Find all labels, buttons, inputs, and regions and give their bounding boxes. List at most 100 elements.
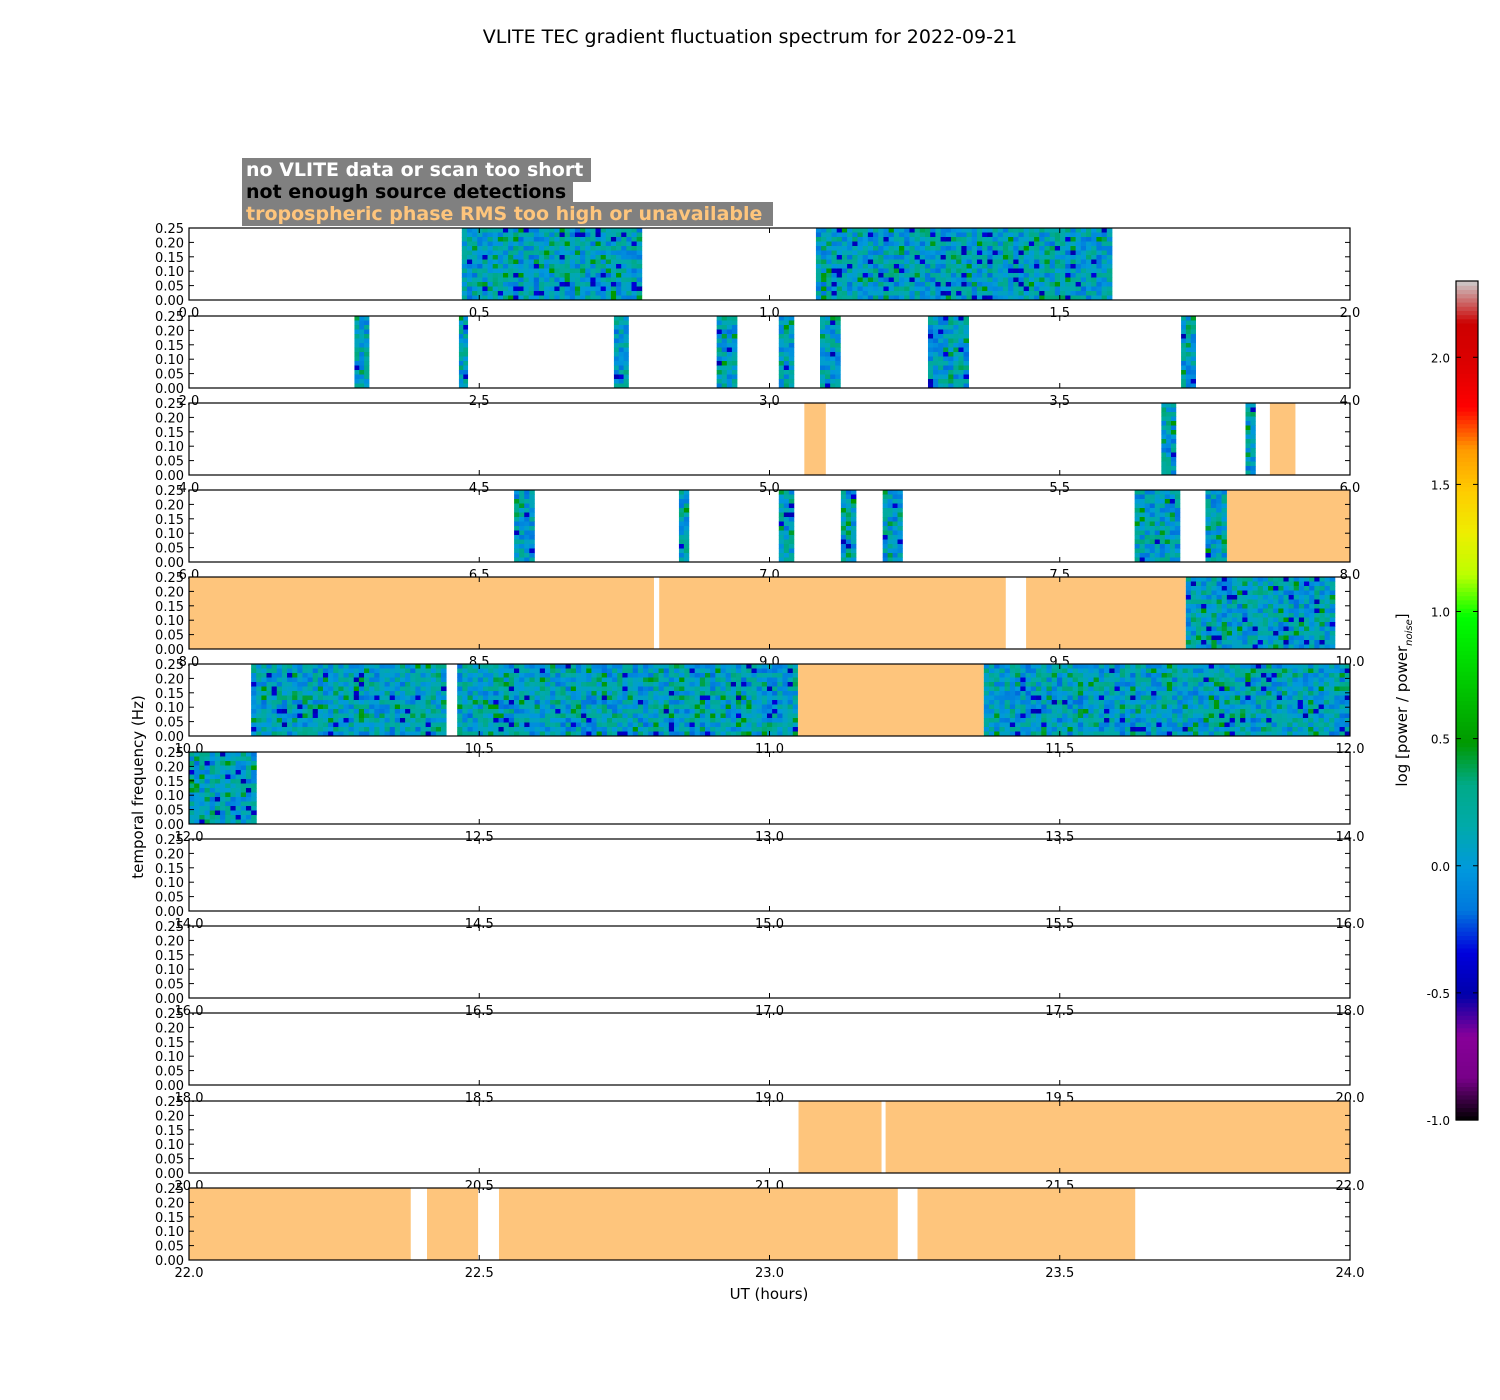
y-tick-label: 0.25 <box>155 222 184 237</box>
y-tick-label: 0.05 <box>155 1153 184 1168</box>
spectrum-block <box>1205 490 1228 563</box>
y-tick-label: 0.15 <box>155 775 184 790</box>
trop-flag-block <box>1226 490 1350 562</box>
y-tick-label: 0.15 <box>155 949 184 964</box>
spectrum-block <box>458 316 469 389</box>
trop-flag-block <box>1026 577 1186 649</box>
y-tick-label: 0.05 <box>155 891 184 906</box>
x-tick-label: 3.0 <box>759 394 780 409</box>
spectrum-block <box>778 490 795 563</box>
x-tick-label: 17.0 <box>755 1004 784 1019</box>
trop-flag-block <box>804 403 826 475</box>
y-tick-label: 0.25 <box>155 746 184 761</box>
x-tick-label: 16.0 <box>1336 917 1365 932</box>
x-tick-label: 2.0 <box>179 394 200 409</box>
y-tick-label: 0.20 <box>155 1196 184 1211</box>
spectrum-block <box>457 664 799 737</box>
x-tick-label: 3.5 <box>1049 394 1070 409</box>
colorbar-tick-label: -1.0 <box>1427 1114 1450 1128</box>
colorbar-frame <box>1455 280 1479 1121</box>
y-tick-label: 0.05 <box>155 368 184 383</box>
spectrum-block <box>461 228 643 301</box>
colorbar-tick-label: 1.5 <box>1431 478 1450 492</box>
y-tick-label: 0.15 <box>155 1036 184 1051</box>
panel-frame <box>188 838 1351 912</box>
y-tick-label: 0.10 <box>155 1225 184 1240</box>
x-axis-label: UT (hours) <box>730 1285 809 1303</box>
y-tick-label: 0.15 <box>155 1211 184 1226</box>
y-tick-label: 0.00 <box>155 1079 184 1094</box>
legend-label: tropospheric phase RMS too high or unava… <box>246 203 762 225</box>
y-tick-label: 0.25 <box>155 571 184 586</box>
spectrum-block <box>778 316 795 389</box>
y-tick-label: 0.00 <box>155 1167 184 1182</box>
y-tick-label: 0.20 <box>155 672 184 687</box>
spectrum-block <box>1161 403 1177 476</box>
y-tick-label: 0.25 <box>155 833 184 848</box>
y-tick-label: 0.15 <box>155 687 184 702</box>
trop-flag-block <box>498 1188 898 1260</box>
x-tick-label: 17.5 <box>1045 1004 1074 1019</box>
y-tick-label: 0.05 <box>155 280 184 295</box>
y-tick-label: 0.15 <box>155 251 184 266</box>
x-tick-label: 18.0 <box>175 1091 204 1106</box>
x-tick-label: 12.0 <box>1336 742 1365 757</box>
trop-flag-block <box>659 577 1006 649</box>
colorbar-tick-label: 0.0 <box>1431 860 1450 874</box>
y-tick-label: 0.05 <box>155 455 184 470</box>
spectrum-block <box>815 228 1113 301</box>
x-tick-label: 22.0 <box>175 1266 204 1281</box>
x-tick-label: 2.5 <box>469 394 490 409</box>
colorbar: -1.0 -0.5 0.0 0.5 1.0 1.5 2.0 log [power / powe… <box>1393 280 1479 1128</box>
panel-frame <box>188 751 1351 825</box>
y-tick-label: 0.00 <box>155 1254 184 1269</box>
y-tick-label: 0.15 <box>155 426 184 441</box>
x-tick-label: 13.5 <box>1045 830 1074 845</box>
y-tick-label: 0.20 <box>155 411 184 426</box>
colorbar-tick-label: 1.0 <box>1431 606 1450 620</box>
panel-frame <box>188 227 1351 301</box>
spectrum-block <box>840 490 857 563</box>
trop-flag-block <box>885 1101 1350 1173</box>
spectrum-block <box>514 490 535 563</box>
y-tick-label: 0.05 <box>155 716 184 731</box>
spectrum-panels: 0.000.050.100.150.200.250.0 0.5 1.0 1.5 2.00… <box>155 222 1364 1281</box>
y-tick-label: 0.10 <box>155 789 184 804</box>
spectrum-block <box>354 316 370 389</box>
y-tick-label: 0.00 <box>155 469 184 484</box>
y-tick-label: 0.20 <box>155 236 184 251</box>
x-tick-label: 11.0 <box>755 742 784 757</box>
y-tick-label: 0.10 <box>155 701 184 716</box>
y-tick-label: 0.10 <box>155 440 184 455</box>
colorbar-tick-label: 0.5 <box>1431 733 1450 747</box>
spectrum-panel: 0.000.050.100.150.200.256.0 6.5 7.0 7.5 8.0 <box>155 484 1360 583</box>
y-tick-label: 0.10 <box>155 527 184 542</box>
x-tick-label: 15.0 <box>755 917 784 932</box>
x-tick-label: 11.5 <box>1045 742 1074 757</box>
x-tick-label: 1.5 <box>1049 306 1070 321</box>
panel-frame <box>188 1012 1351 1086</box>
spectrum-block <box>882 490 903 563</box>
legend-label: not enough source detections <box>246 181 566 203</box>
trop-flag-block <box>798 1101 882 1173</box>
y-tick-label: 0.10 <box>155 353 184 368</box>
y-tick-label: 0.05 <box>155 978 184 993</box>
y-tick-label: 0.25 <box>155 920 184 935</box>
y-tick-label: 0.00 <box>155 730 184 745</box>
x-tick-label: 2.0 <box>1340 306 1361 321</box>
y-tick-label: 0.10 <box>155 963 184 978</box>
x-tick-label: 13.0 <box>755 830 784 845</box>
y-tick-label: 0.10 <box>155 1138 184 1153</box>
trop-flag-block <box>797 664 984 736</box>
spectrum-block <box>189 752 257 825</box>
y-tick-label: 0.15 <box>155 1124 184 1139</box>
y-tick-label: 0.15 <box>155 513 184 528</box>
x-tick-label: 12.0 <box>175 830 204 845</box>
x-tick-label: 14.0 <box>1336 830 1365 845</box>
y-tick-label: 0.20 <box>155 585 184 600</box>
y-tick-label: 0.25 <box>155 1007 184 1022</box>
